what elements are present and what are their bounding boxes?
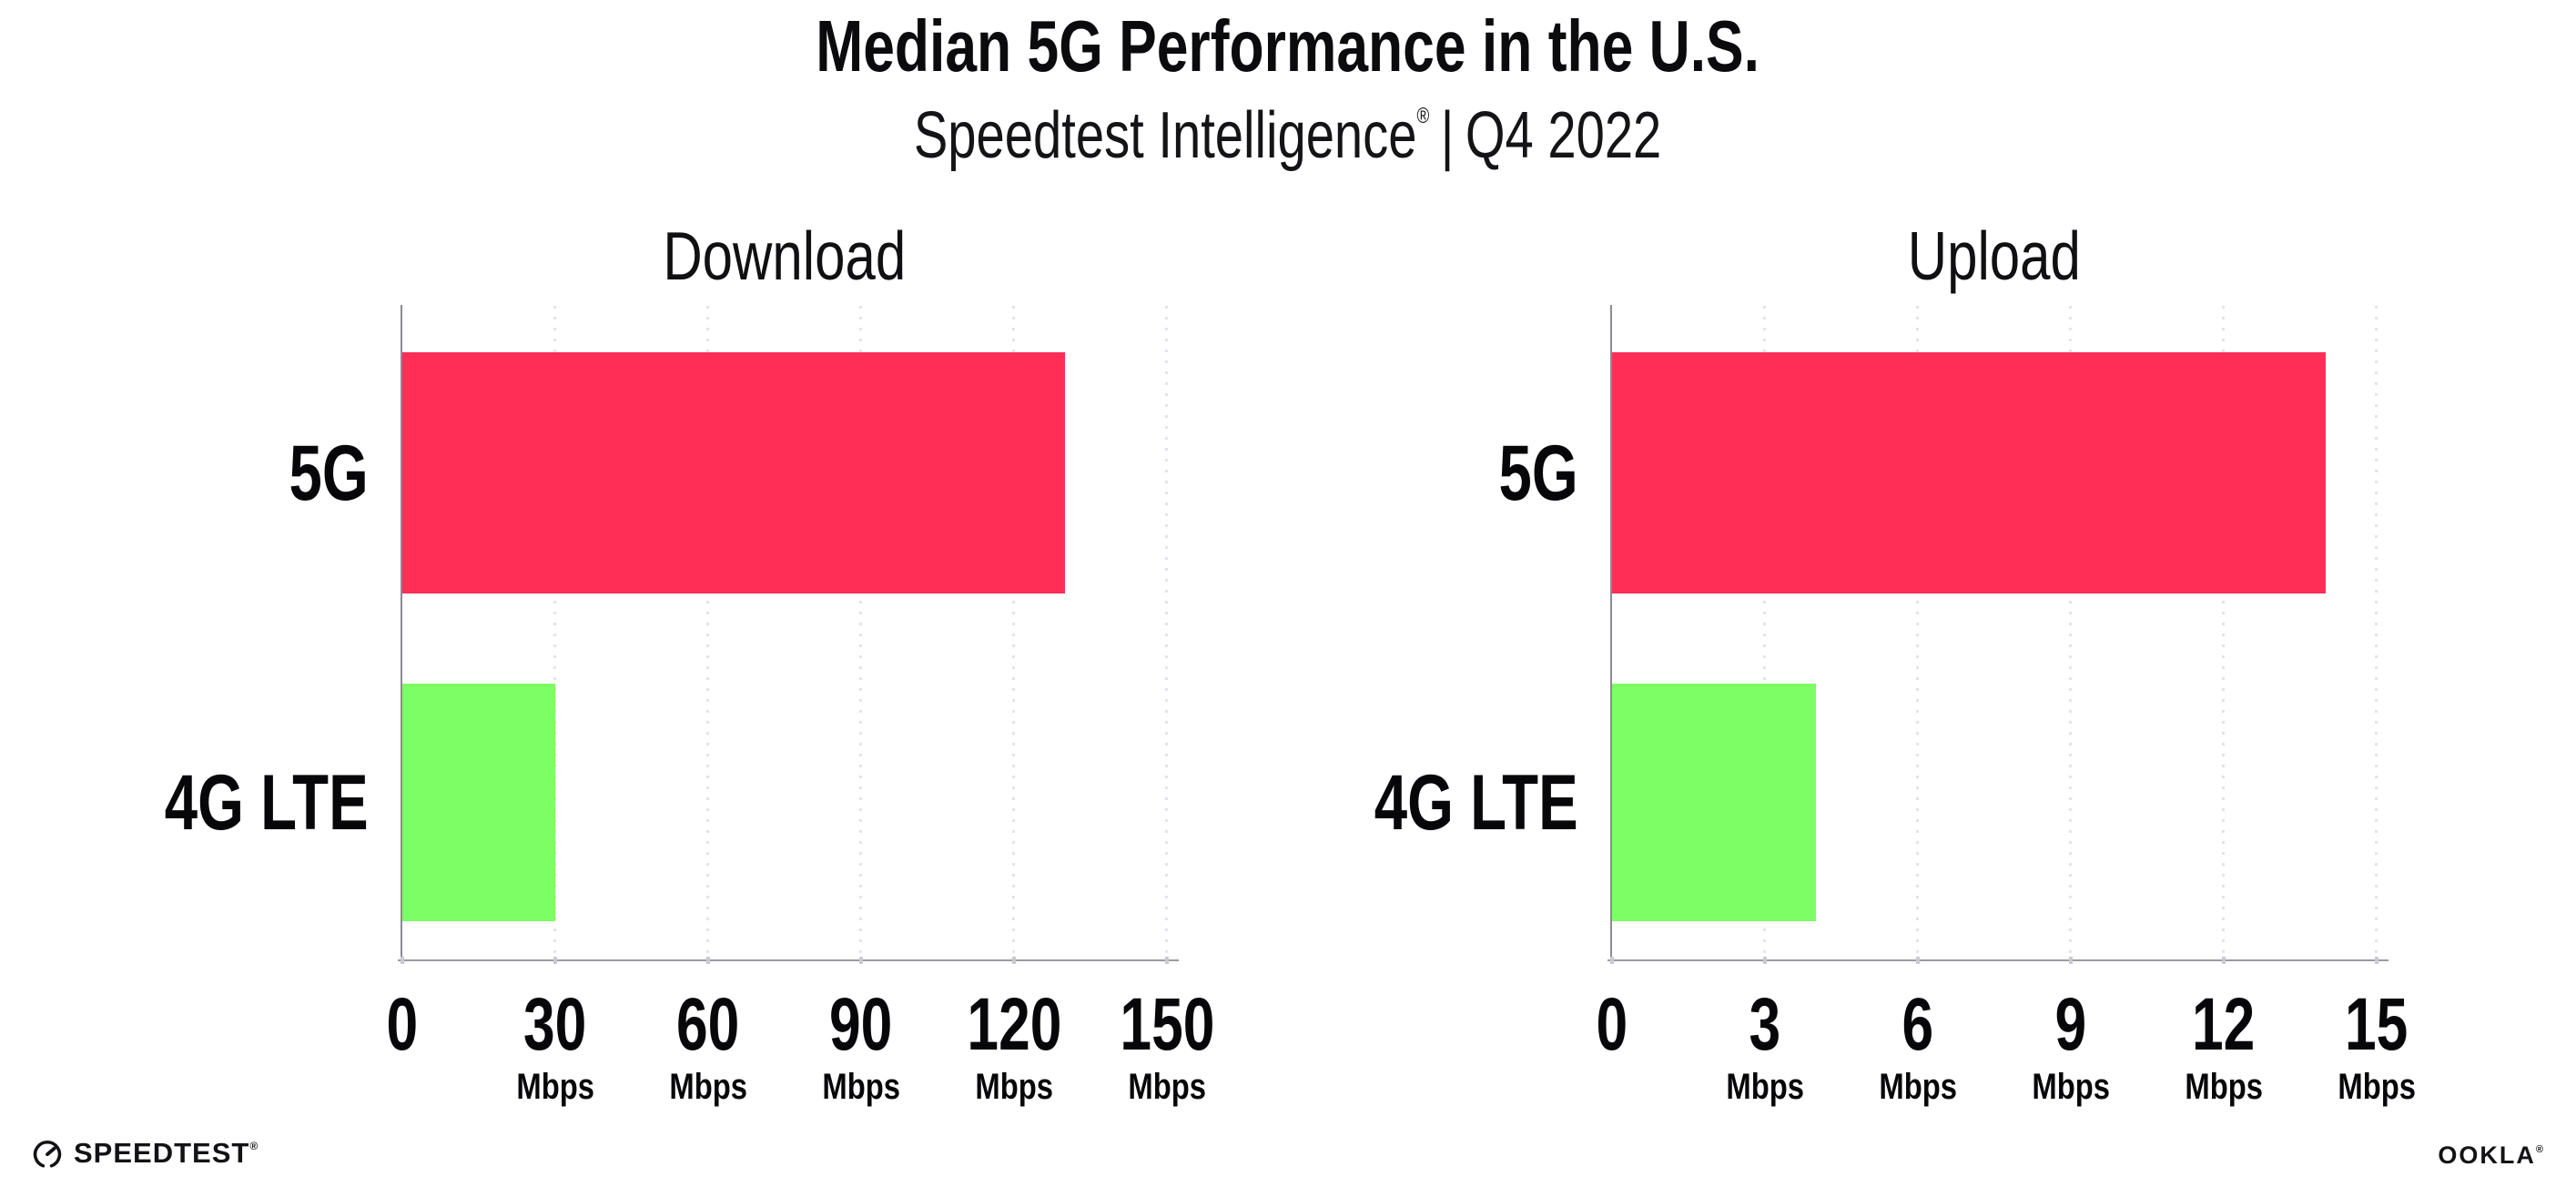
gridline [2069,305,2072,959]
x-tick [1763,957,1767,964]
gridline [1012,305,1015,959]
x-tick [1916,957,1920,964]
x-tick-label: 3 [1749,983,1781,1066]
x-tick-label: 90 [829,983,893,1066]
gridline [2222,305,2225,959]
x-tick-unit: Mbps [669,1067,747,1107]
x-tick-label: 150 [1119,983,1214,1066]
x-tick-label: 0 [386,983,419,1066]
x-tick [706,957,710,964]
x-tick-unit: Mbps [1879,1067,1957,1107]
x-tick [859,957,863,964]
x-tick [1165,957,1169,964]
download-category-4g-lte: 4G LTE [165,759,369,847]
x-tick-label: 15 [2345,983,2409,1066]
bar-5g-upload [1612,352,2326,593]
x-tick [2069,957,2073,964]
x-tick-unit: Mbps [975,1067,1053,1107]
gridline [1916,305,1919,959]
speedtest-logo-text: SPEEDTEST® [74,1137,259,1169]
x-tick-label: 30 [523,983,587,1066]
ookla-logo-text: OOKLA [2438,1141,2536,1169]
x-tick [553,957,557,964]
gridline [2375,305,2378,959]
registered-mark: ® [1416,104,1430,128]
x-tick [1012,957,1016,964]
x-tick-unit: Mbps [2338,1067,2416,1107]
ookla-logo: OOKLA® [2438,1141,2545,1170]
x-tick-unit: Mbps [1128,1067,1206,1107]
upload-category-5g: 5G [1498,430,1578,517]
upload-panel-title: Upload [1907,218,2082,294]
y-axis [1610,305,1612,963]
page-subtitle: Speedtest Intelligence® | Q4 2022 [0,80,2576,172]
speedtest-gauge-icon [33,1141,62,1168]
ookla-trademark: ® [2535,1144,2545,1155]
x-tick-label: 60 [676,983,740,1066]
subtitle-period: Q4 2022 [1465,99,1662,172]
x-tick-label: 9 [2054,983,2087,1066]
x-tick [2375,957,2378,964]
x-tick-label: 120 [966,983,1061,1066]
download-plot-area: 0 30 60 90 120 150 Mbps Mbps Mbps Mbps M… [387,305,1214,1106]
x-tick [1610,957,1614,964]
y-axis [401,305,402,963]
page-subtitle-text: Speedtest Intelligence® | Q4 2022 [914,80,1661,172]
bar-4g-lte-upload [1612,684,1816,921]
page-title-text: Median 5G Performance in the U.S. [816,5,1760,86]
speedtest-logo: SPEEDTEST® [30,1135,259,1172]
gridline [706,305,709,959]
x-tick-unit: Mbps [2185,1067,2263,1107]
gridline [859,305,862,959]
gridline [1165,305,1168,959]
x-tick-unit: Mbps [822,1067,900,1107]
x-axis [1607,959,2388,961]
x-tick [2222,957,2226,964]
bar-5g-download [402,352,1065,593]
x-tick-label: 12 [2192,983,2256,1066]
x-tick-label: 6 [1902,983,1934,1066]
x-tick [401,957,404,964]
gridline [1763,305,1766,959]
download-category-5g: 5G [289,430,369,517]
bar-4g-lte-download [402,684,555,921]
x-tick-unit: Mbps [2032,1067,2110,1107]
upload-category-4g-lte: 4G LTE [1374,759,1578,847]
x-tick-unit: Mbps [1726,1067,1804,1107]
gridline [553,305,556,959]
x-axis [398,959,1179,961]
download-panel-title: Download [663,218,907,294]
speedtest-trademark: ® [249,1140,259,1152]
x-tick-label: 0 [1596,983,1628,1066]
upload-plot-area: 0 3 6 9 12 15 Mbps Mbps Mbps Mbps Mbps [1597,305,2416,1106]
page-title: Median 5G Performance in the U.S. [0,7,2576,86]
x-tick-unit: Mbps [516,1067,594,1107]
subtitle-brand: Speedtest Intelligence [914,99,1417,172]
subtitle-separator: | [1441,99,1455,172]
